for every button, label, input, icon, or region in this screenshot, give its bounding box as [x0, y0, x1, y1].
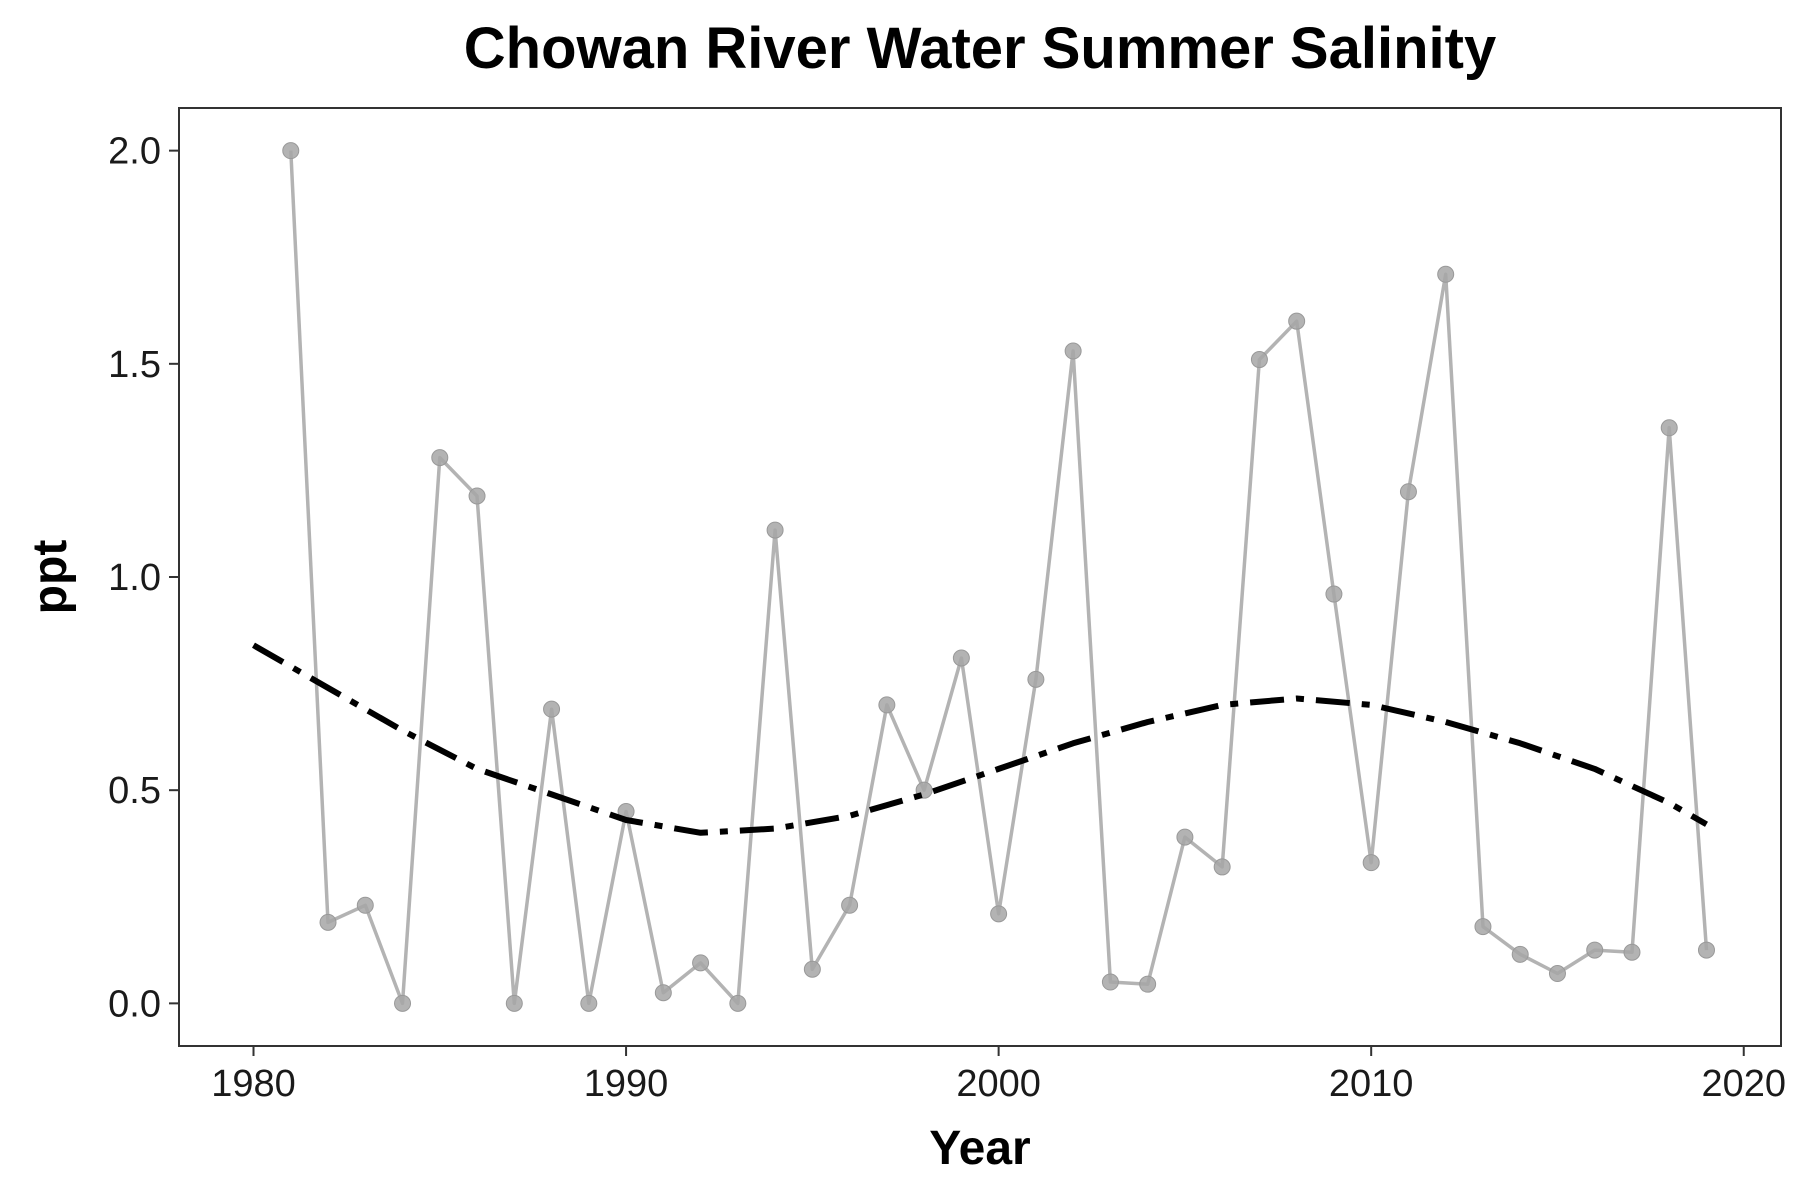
chart-title: Chowan River Water Summer Salinity: [464, 16, 1496, 81]
y-axis-label: ppt: [24, 540, 77, 615]
y-tick-label: 2.0: [108, 131, 161, 173]
x-tick-label: 1990: [584, 1063, 669, 1105]
x-tick-label: 2010: [1329, 1063, 1414, 1105]
data-point: [1548, 965, 1566, 983]
data-point: [1064, 342, 1082, 360]
data-point: [1623, 943, 1641, 961]
y-tick-label: 0.5: [108, 770, 161, 812]
x-axis-label: Year: [929, 1122, 1030, 1175]
data-point: [431, 449, 449, 467]
data-point: [1027, 670, 1045, 688]
data-point: [1697, 941, 1715, 959]
data-point: [1660, 419, 1678, 437]
data-point: [1139, 975, 1157, 993]
data-point: [1101, 973, 1119, 991]
x-axis: 1980 1990 2000 2010 2020: [211, 1046, 1786, 1105]
data-point: [1213, 858, 1231, 876]
data-point: [1176, 828, 1194, 846]
data-point: [1399, 483, 1417, 501]
data-point: [505, 994, 523, 1012]
data-point: [803, 960, 821, 978]
trend-line: [252, 642, 1708, 836]
x-tick-label: 2020: [1701, 1063, 1786, 1105]
data-point: [1437, 265, 1455, 283]
data-point: [282, 142, 300, 160]
data-point: [1288, 312, 1306, 330]
data-point: [1362, 854, 1380, 872]
data-point: [654, 984, 672, 1002]
data-point: [1250, 351, 1268, 369]
y-axis: 0.0 0.5 1.0 1.5 2.0: [108, 131, 179, 1025]
plot-panel: [178, 107, 1782, 1047]
data-point: [319, 913, 337, 931]
data-point: [580, 994, 598, 1012]
x-tick-label: 2000: [956, 1063, 1041, 1105]
y-tick-label: 1.5: [108, 344, 161, 386]
data-point: [990, 905, 1008, 923]
data-point: [729, 994, 747, 1012]
series-layer: [252, 142, 1715, 1012]
data-point: [1586, 941, 1604, 959]
data-point: [692, 954, 710, 972]
data-point: [841, 896, 859, 914]
data-point: [468, 487, 486, 505]
data-point: [952, 649, 970, 667]
data-point: [1474, 918, 1492, 936]
data-point: [766, 521, 784, 539]
x-tick-label: 1980: [211, 1063, 296, 1105]
data-point: [543, 700, 561, 718]
data-point: [356, 896, 374, 914]
data-point: [1511, 945, 1529, 963]
y-tick-label: 0.0: [108, 983, 161, 1025]
data-point: [878, 696, 896, 714]
y-tick-label: 1.0: [108, 557, 161, 599]
data-point: [1325, 585, 1343, 603]
data-point: [394, 994, 412, 1012]
